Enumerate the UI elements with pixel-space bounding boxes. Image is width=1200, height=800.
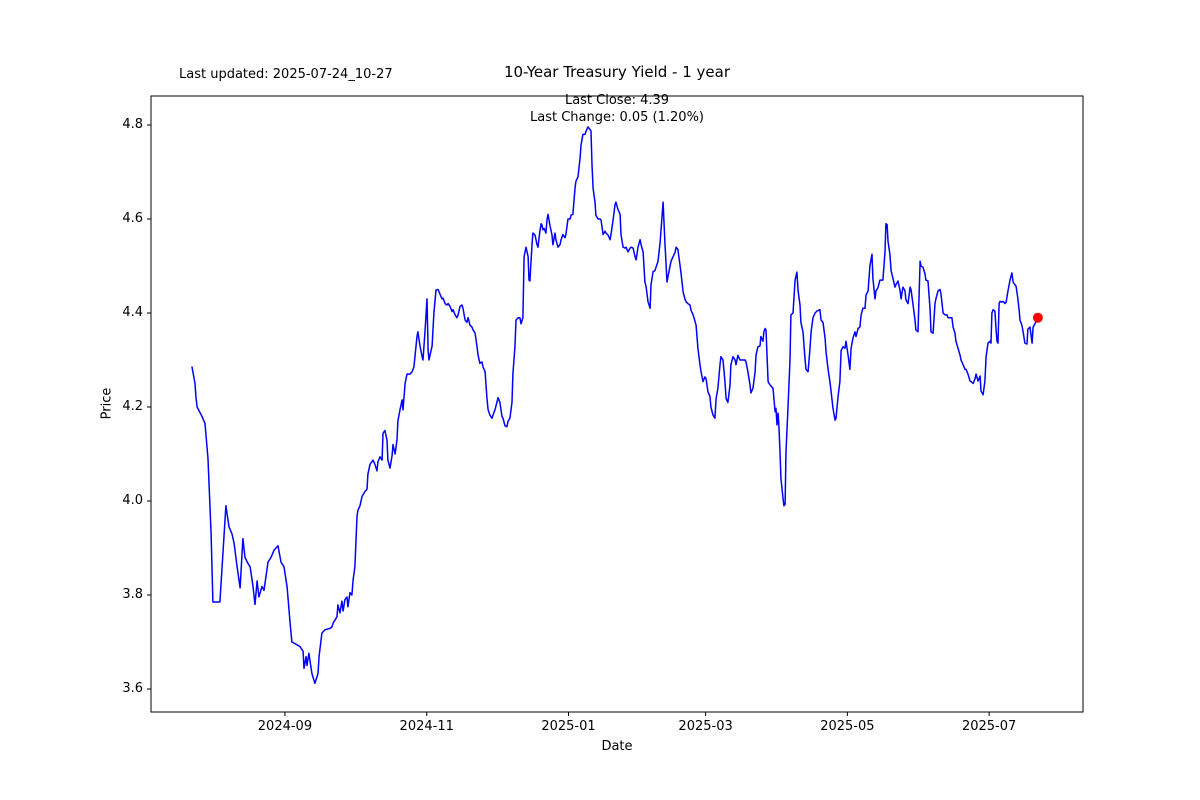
x-tick-label: 2025-03: [678, 719, 733, 734]
x-tick-label: 2024-09: [257, 719, 313, 734]
x-tick-label: 2024-11: [399, 719, 454, 734]
last-point-marker: [1032, 312, 1043, 323]
axis-tick-marks: [147, 124, 990, 716]
y-tick-label: 4.2: [122, 399, 143, 414]
y-tick-label: 4.6: [122, 211, 143, 226]
x-tick-label: 2025-01: [541, 719, 596, 734]
y-tick-label: 3.8: [122, 587, 143, 602]
x-tick-label: 2025-05: [820, 719, 875, 734]
subtitle-last-close: Last Close: 4.39: [564, 93, 670, 108]
y-tick-label: 4.0: [122, 493, 143, 508]
x-axis-label: Date: [601, 739, 633, 754]
x-tick-label: 2025-07: [961, 719, 1017, 734]
y-tick-label: 3.6: [122, 681, 143, 696]
plot-frame: [150, 95, 1084, 713]
last-updated-text: Last updated: 2025-07-24_10-27: [179, 67, 393, 82]
y-tick-label: 4.4: [122, 305, 143, 320]
chart-title: 10-Year Treasury Yield - 1 year: [503, 63, 731, 81]
y-tick-label: 4.8: [122, 117, 143, 132]
price-line: [191, 126, 1039, 685]
subtitle-last-change: Last Change: 0.05 (1.20%): [529, 110, 704, 125]
